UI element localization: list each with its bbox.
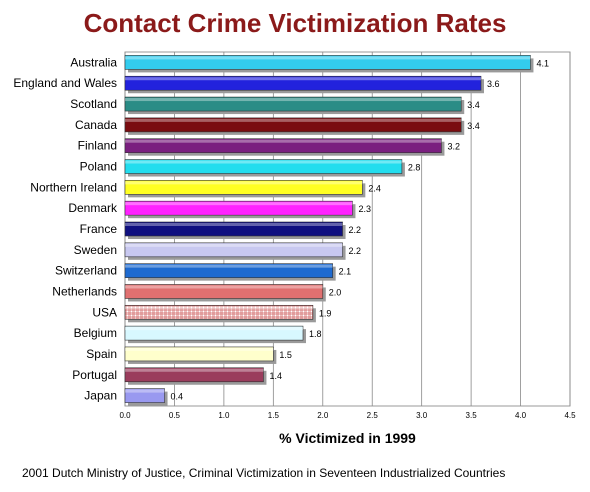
bar-highlight <box>125 389 165 393</box>
bar <box>124 138 442 154</box>
value-label: 2.1 <box>339 267 352 277</box>
category-label: Switzerland <box>55 264 117 278</box>
value-label: 0.4 <box>171 392 184 402</box>
value-label: 2.0 <box>329 287 342 297</box>
bar <box>124 367 264 383</box>
value-label: 1.5 <box>279 350 292 360</box>
x-tick-label: 0.0 <box>119 411 131 420</box>
x-tick-label: 1.5 <box>268 411 280 420</box>
bar-highlight <box>125 223 343 226</box>
x-tick-label: 2.0 <box>317 411 329 420</box>
bar-highlight <box>125 368 264 372</box>
bar <box>124 346 274 362</box>
bar-highlight <box>125 139 442 143</box>
category-labels: Australia England and Wales Scotland Canada… <box>13 55 118 402</box>
chart-title: Contact Crime Victimization Rates <box>83 8 507 38</box>
category-label: Australia <box>70 55 117 69</box>
x-tick-label: 0.5 <box>169 411 181 420</box>
category-label: Finland <box>78 139 117 153</box>
x-tick-label: 1.0 <box>218 411 230 420</box>
bar-highlight <box>125 285 323 289</box>
x-axis-title: % Victimized in 1999 <box>279 430 416 446</box>
category-label: Poland <box>80 160 117 174</box>
bars <box>124 55 534 406</box>
category-label: Belgium <box>74 326 117 340</box>
value-labels: 4.1 3.6 3.4 3.4 3.2 2.8 2.4 2.3 2.2 2.2 2.1 2.0 1.9 1… <box>171 58 549 401</box>
value-label: 3.2 <box>447 142 460 152</box>
x-tick-label: 3.5 <box>466 411 478 420</box>
value-label: 2.4 <box>368 183 381 193</box>
category-label: Netherlands <box>52 284 117 298</box>
value-label: 2.2 <box>349 246 362 256</box>
x-tick-label: 2.5 <box>367 411 379 420</box>
value-label: 1.4 <box>269 371 282 381</box>
value-label: 1.9 <box>319 308 332 318</box>
category-label: Japan <box>84 389 117 403</box>
bar-highlight <box>125 77 481 81</box>
value-label: 3.4 <box>467 121 480 131</box>
bar <box>124 159 403 174</box>
bar <box>124 117 462 133</box>
bar-highlight <box>125 160 402 164</box>
source-caption: 2001 Dutch Ministry of Justice, Criminal… <box>22 466 506 480</box>
bar-highlight <box>125 243 343 247</box>
value-label: 4.1 <box>536 58 549 68</box>
bar <box>124 200 353 216</box>
category-label: France <box>80 222 118 236</box>
category-label: Spain <box>86 347 117 361</box>
bar-highlight <box>125 202 353 206</box>
category-label: Sweden <box>74 243 117 257</box>
value-label: 2.2 <box>349 225 362 235</box>
bar <box>124 242 343 258</box>
bar-highlight <box>125 98 462 102</box>
bar-highlight <box>125 56 531 60</box>
bar <box>124 221 343 237</box>
value-label: 3.4 <box>467 100 480 110</box>
category-label: Denmark <box>68 201 118 215</box>
bar-highlight <box>125 118 462 122</box>
bar <box>124 263 333 278</box>
bar-highlight <box>125 181 363 185</box>
value-label: 2.3 <box>358 204 371 214</box>
bar <box>124 75 482 91</box>
category-label: England and Wales <box>13 76 117 90</box>
bar <box>124 388 165 403</box>
category-label: Northern Ireland <box>30 180 117 194</box>
value-label: 3.6 <box>487 79 500 89</box>
x-tick-label: 4.5 <box>564 411 576 420</box>
bar <box>124 304 314 320</box>
bar <box>124 325 304 341</box>
category-label: Portugal <box>72 368 117 382</box>
bar-highlight <box>125 306 313 310</box>
category-label: Canada <box>75 118 117 132</box>
bar <box>124 180 363 195</box>
x-tick-label: 3.0 <box>416 411 428 420</box>
bar <box>124 55 531 70</box>
x-axis-ticks: 0.0 0.5 1.0 1.5 2.0 2.5 3.0 3.5 4.0 4.5 <box>119 411 576 420</box>
bar-highlight <box>125 347 274 351</box>
bar <box>124 284 324 299</box>
bar <box>124 96 462 112</box>
bar-highlight <box>125 264 333 268</box>
value-label: 1.8 <box>309 329 322 339</box>
x-tick-label: 4.0 <box>515 411 527 420</box>
category-label: Scotland <box>70 97 117 111</box>
category-label: USA <box>92 305 117 319</box>
value-label: 2.8 <box>408 163 421 173</box>
bar-highlight <box>125 327 303 331</box>
